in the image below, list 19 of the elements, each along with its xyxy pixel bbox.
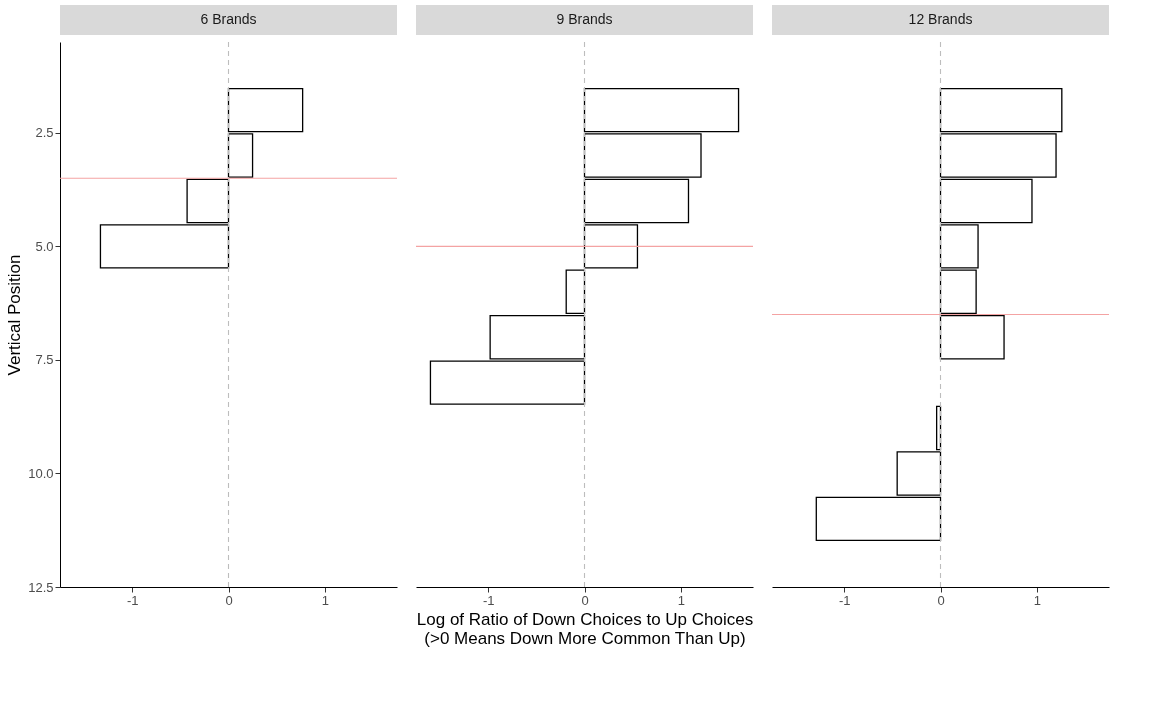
y-tick-label: 10.0 [28, 465, 54, 481]
x-tick-label: 1 [1033, 592, 1041, 608]
chart-title: 9 Brands [556, 11, 613, 27]
x-axis-title: Log of Ratio of Down Choices to Up Choices (>0 Means Down More Common Than Up) [416, 609, 754, 648]
x-tick-label: 1 [677, 592, 685, 608]
x-tick-label: 0 [937, 592, 945, 608]
y-axis-title: Vertical Position [5, 254, 25, 376]
x-tick-label: -1 [482, 592, 495, 608]
y-tick-label: 7.5 [35, 352, 54, 368]
x-tick-label: 1 [321, 592, 329, 608]
y-tick-label: 5.0 [35, 238, 54, 254]
x-tick-label: -1 [838, 592, 851, 608]
chart-title: 12 Brands [908, 11, 973, 27]
y-tick-label: 2.5 [35, 125, 54, 141]
x-tick-label: -1 [126, 592, 139, 608]
x-tick-label: 0 [581, 592, 589, 608]
chart-title: 6 Brands [200, 11, 257, 27]
x-tick-label: 0 [225, 592, 233, 608]
y-tick-label: 12.5 [28, 579, 54, 595]
